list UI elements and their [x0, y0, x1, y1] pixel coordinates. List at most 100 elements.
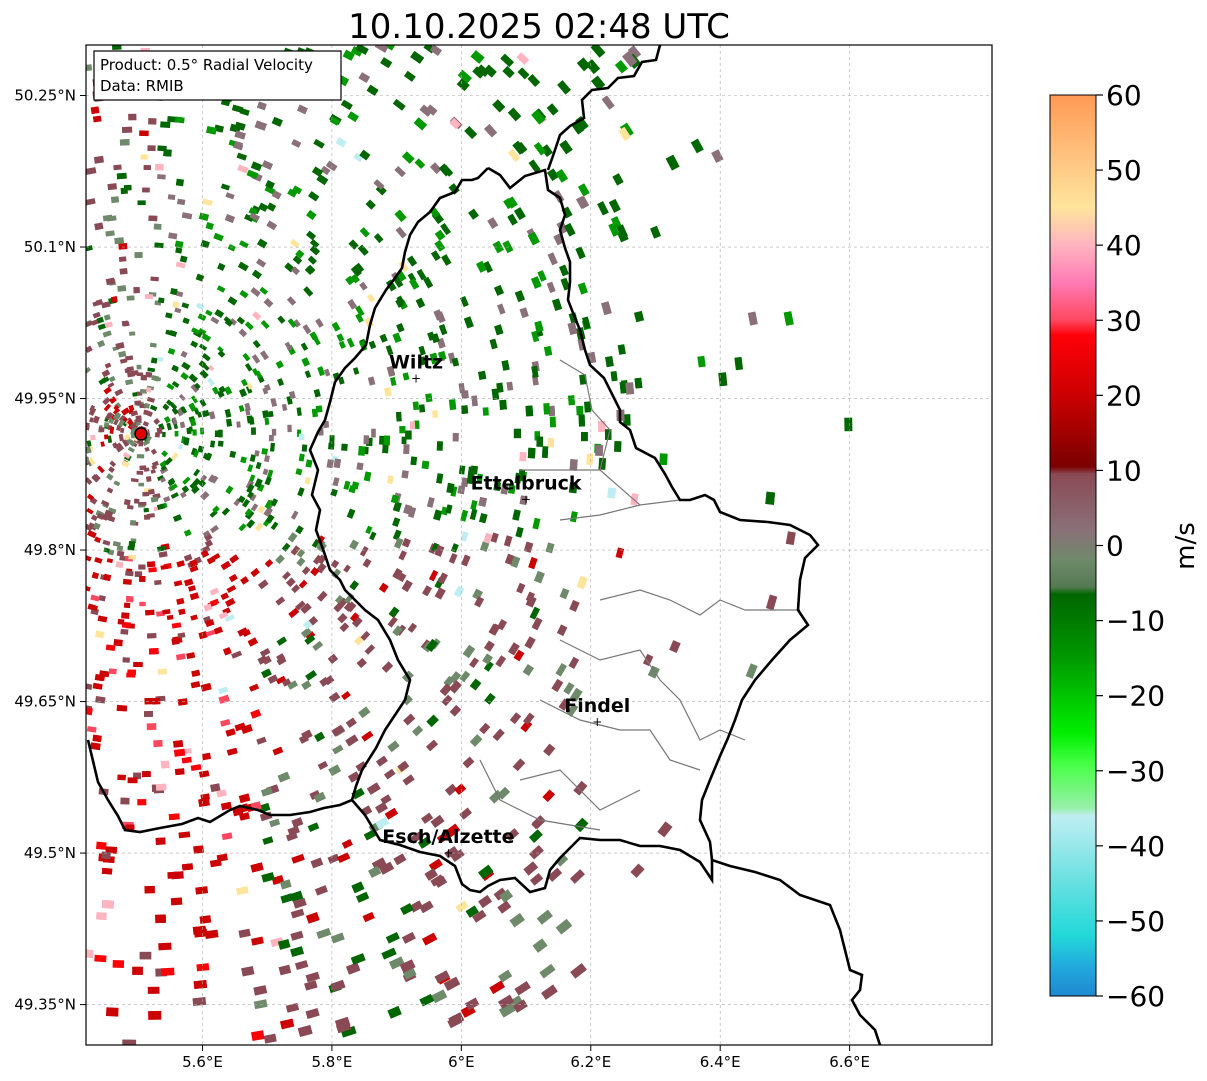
velocity-echo-cell — [138, 501, 147, 506]
velocity-echo-cell — [153, 223, 162, 230]
radar-site-marker — [134, 427, 148, 441]
national-border-east — [487, 166, 820, 861]
velocity-echo-cell — [202, 452, 210, 460]
velocity-echo-cell — [597, 201, 609, 216]
velocity-echo-cell — [107, 183, 117, 191]
velocity-echo-cell — [569, 869, 586, 884]
velocity-echo-cell — [190, 681, 201, 689]
velocity-echo-cell — [119, 268, 128, 275]
velocity-echo-cell — [156, 427, 163, 435]
velocity-echo-cell — [513, 999, 528, 1013]
colorbar-tick-label: −30 — [1106, 755, 1165, 788]
velocity-echo-cell — [261, 668, 272, 679]
velocity-echo-cell — [295, 249, 305, 259]
velocity-echo-cell — [112, 540, 121, 548]
velocity-echo-cell — [179, 491, 187, 499]
velocity-echo-cell — [101, 369, 111, 378]
velocity-echo-cell — [250, 568, 260, 577]
velocity-echo-cell — [161, 450, 169, 458]
velocity-echo-cell — [97, 340, 106, 348]
velocity-echo-cell — [355, 313, 364, 323]
velocity-echo-cell — [190, 395, 198, 404]
velocity-echo-cell — [233, 140, 244, 150]
velocity-echo-cell — [357, 244, 369, 256]
velocity-echo-cell — [326, 459, 334, 469]
velocity-echo-cell — [345, 717, 357, 728]
velocity-echo-cell — [196, 963, 210, 972]
velocity-echo-cell — [175, 261, 186, 269]
velocity-echo-cell — [460, 296, 469, 307]
velocity-echo-cell — [117, 285, 127, 292]
velocity-echo-cell — [231, 650, 242, 659]
velocity-echo-cell — [132, 966, 143, 975]
velocity-echo-cell — [276, 636, 288, 646]
velocity-echo-cell — [213, 626, 223, 635]
velocity-echo-cell — [140, 154, 148, 160]
velocity-echo-cell — [135, 421, 141, 426]
velocity-echo-cell — [395, 411, 402, 422]
velocity-echo-cell — [371, 428, 376, 438]
velocity-echo-cell — [313, 389, 321, 398]
city-labels: +Wiltz+Ettelbruck+Findel+Esch/Alzette — [382, 351, 630, 860]
velocity-echo-cell — [358, 446, 366, 456]
velocity-echo-cell — [514, 290, 525, 302]
velocity-echo-cell — [235, 886, 249, 896]
velocity-echo-cell — [409, 278, 420, 290]
colorbar-tick-label: 60 — [1106, 79, 1142, 112]
velocity-echo-cell — [210, 440, 216, 448]
velocity-echo-cell — [382, 443, 389, 454]
velocity-echo-cell — [181, 302, 190, 309]
velocity-echo-cell — [617, 344, 626, 355]
velocity-echo-cell — [507, 213, 518, 226]
velocity-echo-cell — [301, 680, 312, 690]
velocity-echo-cell — [306, 264, 316, 274]
velocity-echo-cell — [566, 703, 579, 717]
velocity-echo-cell — [238, 928, 251, 938]
velocity-echo-cell — [261, 872, 275, 883]
velocity-echo-cell — [224, 386, 233, 396]
velocity-echo-cell — [549, 416, 556, 428]
velocity-echo-cell — [178, 831, 191, 839]
velocity-echo-cell — [189, 565, 199, 573]
velocity-echo-cell — [304, 476, 311, 485]
velocity-echo-cell — [111, 45, 122, 51]
velocity-echo-cell — [180, 350, 188, 358]
velocity-echo-cell — [275, 554, 285, 565]
velocity-echo-cell — [590, 45, 606, 58]
velocity-echo-cell — [121, 407, 130, 416]
velocity-echo-cell — [745, 663, 758, 679]
velocity-echo-cell — [393, 853, 407, 866]
velocity-echo-cell — [359, 281, 368, 291]
velocity-echo-cell — [251, 936, 264, 946]
velocity-echo-cell — [363, 471, 372, 482]
velocity-echo-cell — [533, 141, 547, 156]
velocity-echo-cell — [559, 140, 573, 155]
velocity-echo-cell — [403, 504, 413, 515]
velocity-echo-cell — [240, 456, 247, 464]
velocity-echo-cell — [166, 614, 174, 621]
velocity-echo-cell — [335, 595, 345, 605]
velocity-echo-cell — [94, 222, 104, 231]
velocity-echo-cell — [619, 122, 634, 138]
velocity-echo-cell — [418, 345, 426, 356]
velocity-echo-cell — [569, 687, 583, 702]
velocity-echo-cell — [392, 625, 403, 637]
velocity-echo-cell — [150, 448, 158, 455]
velocity-echo-cell — [304, 980, 318, 991]
velocity-echo-cell — [142, 421, 149, 427]
velocity-echo-cell — [301, 729, 313, 741]
velocity-echo-cell — [489, 623, 501, 636]
velocity-echo-cell — [331, 724, 345, 737]
velocity-echo-cell — [165, 312, 173, 319]
velocity-echo-cell — [434, 229, 446, 241]
velocity-echo-cell — [399, 959, 416, 973]
velocity-echo-cell — [374, 45, 389, 53]
velocity-echo-cell — [247, 637, 258, 647]
velocity-echo-cell — [433, 509, 443, 521]
velocity-echo-cell — [122, 451, 131, 460]
velocity-echo-cell — [244, 508, 253, 517]
velocity-echo-cell — [171, 380, 180, 388]
velocity-echo-cell — [441, 694, 453, 706]
velocity-echo-cell — [255, 522, 264, 532]
velocity-echo-cell — [143, 467, 150, 472]
